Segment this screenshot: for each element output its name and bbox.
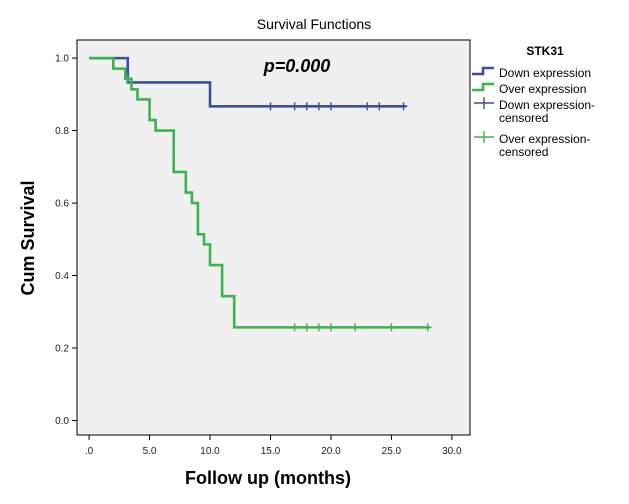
- series-over-expression: [89, 56, 432, 332]
- legend-label: censored: [499, 145, 548, 159]
- x-tick-label: .0: [85, 446, 94, 457]
- censor-mark: [363, 102, 372, 111]
- censor-mark: [326, 102, 335, 111]
- legend-title: STK31: [526, 44, 564, 58]
- censor-mark: [375, 102, 384, 111]
- x-tick-label: 10.0: [200, 446, 220, 457]
- y-tick-label: 1.0: [55, 54, 69, 65]
- legend-entry: Over expression-censored: [474, 131, 590, 159]
- y-tick-label: 0.6: [55, 199, 69, 210]
- censor-mark: [326, 323, 335, 332]
- censor-mark: [302, 102, 311, 111]
- x-tick-label: 15.0: [261, 446, 281, 457]
- legend-cross-swatch: [474, 97, 494, 109]
- x-tick-label: 20.0: [321, 446, 341, 457]
- censor-mark: [351, 323, 360, 332]
- legend-label: Over expression-: [499, 132, 590, 146]
- y-tick-label: 0.8: [55, 126, 69, 137]
- legend-step-swatch: [472, 82, 494, 92]
- y-tick-label: 0.0: [55, 416, 69, 427]
- legend-label: Over expression: [499, 82, 586, 96]
- censor-mark: [314, 323, 323, 332]
- x-axis-title: Follow up (months): [185, 468, 351, 488]
- legend-entry: Down expression: [472, 66, 591, 80]
- axes: .0 5.0 10.0 15.0 20.0 25.0 30.0 0.0 0.2 0.4 0.6 0.8…: [55, 54, 462, 457]
- censor-mark: [266, 102, 275, 111]
- p-value-annotation: p=0.000: [263, 56, 331, 76]
- legend-step-line: [472, 66, 494, 76]
- series-layer: [89, 56, 432, 332]
- censor-mark: [314, 102, 323, 111]
- legend-label: censored: [499, 111, 548, 125]
- censor-mark: [290, 102, 299, 111]
- x-tick-label: 5.0: [143, 446, 157, 457]
- legend-entry: Over expression: [472, 82, 586, 96]
- legend-entry: Down expression-censored: [474, 97, 595, 125]
- legend-cross-swatch: [474, 131, 494, 143]
- y-axis-title: Cum Survival: [18, 180, 38, 295]
- censor-mark: [387, 323, 396, 332]
- legend-label: Down expression: [499, 66, 591, 80]
- censor-mark: [302, 323, 311, 332]
- censor-mark: [123, 74, 132, 83]
- survival-step-line: [89, 56, 406, 108]
- plot-area: [76, 39, 471, 436]
- y-tick-label: 0.4: [55, 271, 69, 282]
- censor-mark: [423, 323, 432, 332]
- chart-title: Survival Functions: [257, 16, 371, 32]
- y-tick-label: 0.2: [55, 344, 69, 355]
- censor-mark: [399, 102, 408, 111]
- x-tick-label: 30.0: [442, 446, 462, 457]
- censor-mark: [290, 323, 299, 332]
- series-down-expression: [89, 56, 408, 111]
- legend-step-line: [472, 82, 494, 92]
- legend-label: Down expression-: [499, 98, 595, 112]
- legend-step-swatch: [472, 66, 494, 76]
- x-tick-label: 25.0: [382, 446, 402, 457]
